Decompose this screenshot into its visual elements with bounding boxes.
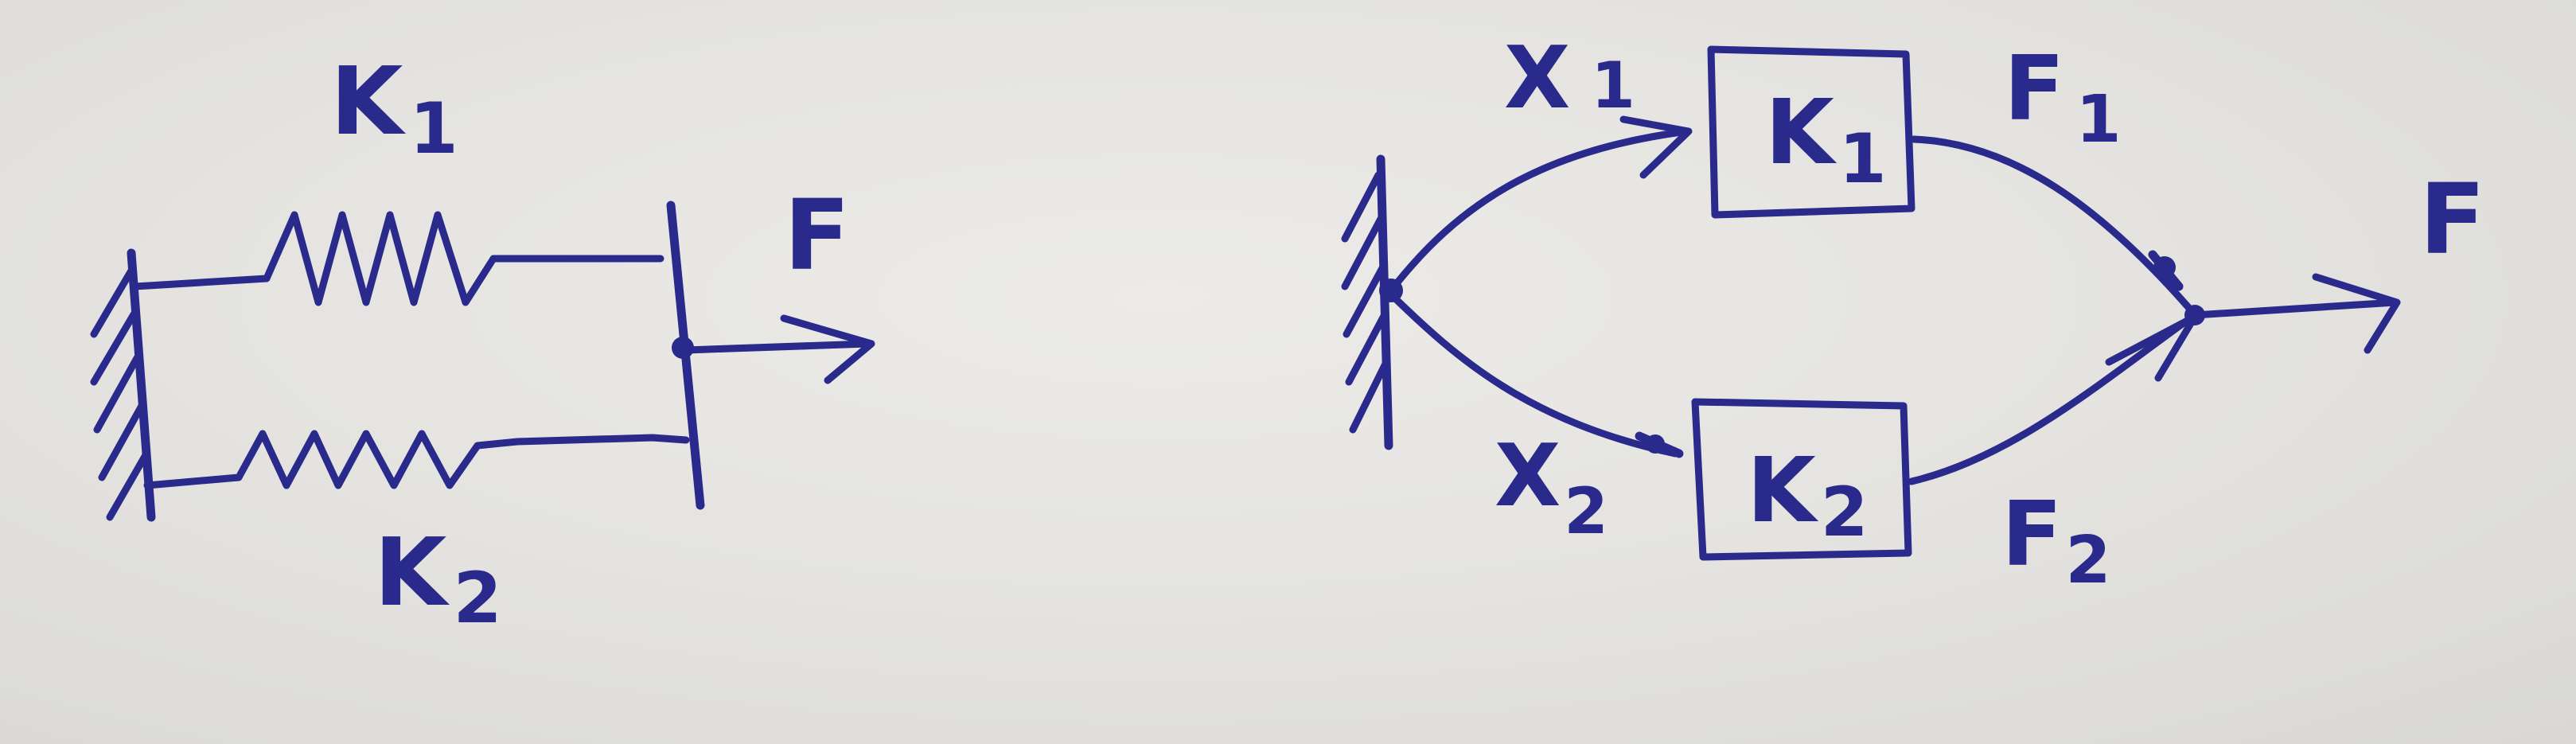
- arrow-x2: [1387, 290, 1684, 458]
- label-x2: X2: [1495, 427, 1608, 548]
- right-wall: [1341, 154, 1393, 450]
- curve-f2: [1908, 313, 2199, 485]
- label-k1-left: K1: [330, 46, 458, 169]
- label-force-right: F: [2419, 163, 2485, 276]
- spring-top: [131, 211, 664, 306]
- label-k2-left: K2: [374, 517, 502, 639]
- parallel-springs-diagram: K1 K2 F: [90, 46, 875, 639]
- arrow-x1: [1387, 115, 1693, 294]
- label-f2: F2: [2001, 483, 2111, 598]
- force-arrow-right: [2191, 273, 2401, 354]
- block-k2: K2: [1691, 398, 1912, 561]
- label-force-left: F: [784, 179, 850, 292]
- block-k1: K1: [1707, 45, 1915, 219]
- spring-bottom: [143, 430, 690, 489]
- left-wall: [90, 248, 156, 522]
- force-arrow-left: [682, 314, 875, 384]
- label-k2-block: K2: [1747, 439, 1869, 552]
- label-k1-block: K1: [1765, 81, 1887, 199]
- curve-f1: [1910, 135, 2196, 316]
